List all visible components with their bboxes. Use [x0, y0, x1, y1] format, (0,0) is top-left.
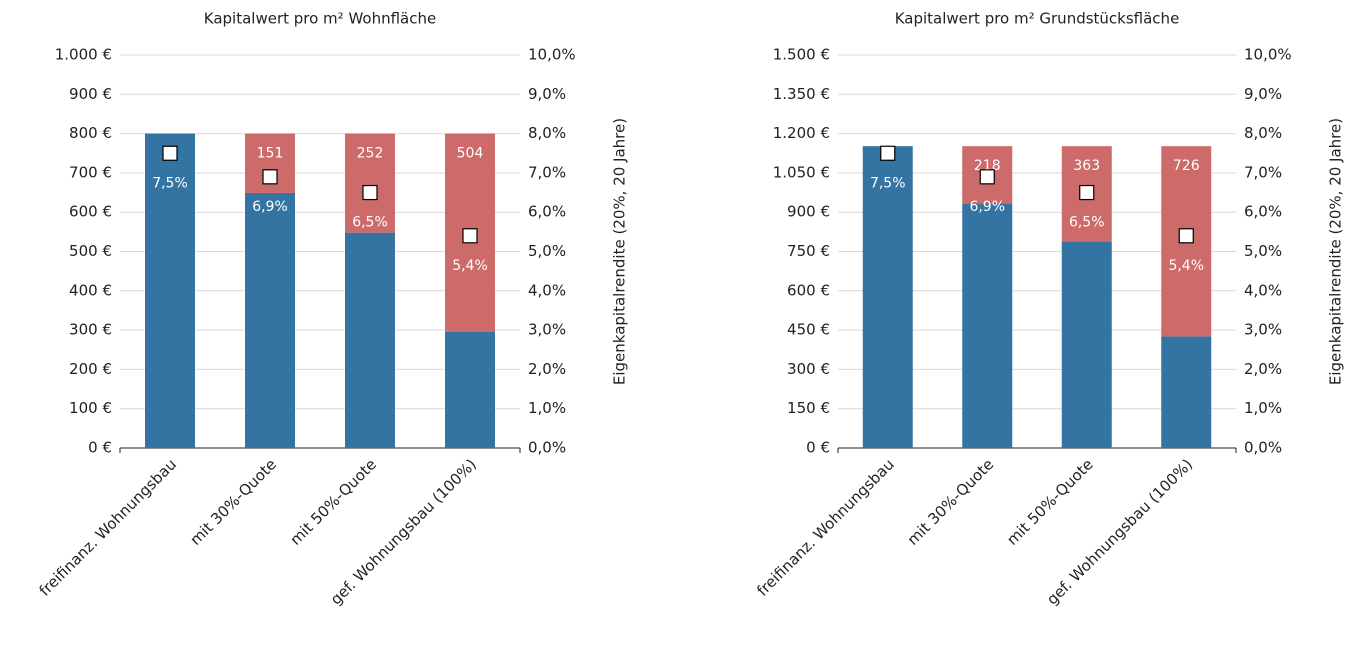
marker-label: 6,5%	[352, 215, 388, 231]
y-tick-label: 0 €	[88, 439, 112, 457]
y2-axis-label: Eigenkapitalrendite (20%, 20 Jahre)	[1327, 118, 1345, 385]
y2-tick-label: 5,0%	[1244, 242, 1282, 260]
y2-tick-label: 10,0%	[528, 46, 576, 64]
y2-tick-label: 2,0%	[528, 360, 566, 378]
marker	[979, 169, 995, 185]
y-tick-label: 900 €	[69, 85, 112, 103]
bar-segment	[245, 192, 295, 448]
y-tick-label: 200 €	[69, 360, 112, 378]
y2-tick-label: 7,0%	[528, 163, 566, 181]
y-tick-label: 400 €	[69, 281, 112, 299]
y2-tick-label: 8,0%	[1244, 124, 1282, 142]
bar-segment	[1161, 336, 1212, 448]
chart-title: Kapitalwert pro m² Grundstücksfläche	[895, 10, 1180, 28]
y2-tick-label: 3,0%	[528, 321, 566, 339]
y2-tick-label: 9,0%	[1244, 85, 1282, 103]
marker	[880, 145, 896, 161]
x-tick-label: mit 30%-Quote	[186, 455, 280, 549]
x-tick-label: mit 30%-Quote	[904, 455, 998, 549]
y-tick-label: 600 €	[787, 281, 830, 299]
x-tick-label: freifinanz. Wohnungsbau	[753, 455, 897, 599]
y-tick-label: 1.000 €	[55, 46, 112, 64]
y-tick-label: 700 €	[69, 163, 112, 181]
data-label: 504	[457, 146, 484, 162]
x-tick-label: freifinanz. Wohnungsbau	[36, 455, 180, 599]
y2-tick-label: 6,0%	[528, 203, 566, 221]
y2-tick-label: 4,0%	[528, 281, 566, 299]
bar-segment	[445, 331, 495, 448]
y-tick-label: 1.350 €	[773, 85, 830, 103]
y2-tick-label: 5,0%	[528, 242, 566, 260]
y-tick-label: 750 €	[787, 242, 830, 260]
marker	[462, 228, 478, 244]
y-tick-label: 300 €	[787, 360, 830, 378]
y-tick-label: 1.500 €	[773, 46, 830, 64]
y-tick-label: 500 €	[69, 242, 112, 260]
y2-tick-label: 9,0%	[528, 85, 566, 103]
y2-tick-label: 1,0%	[528, 399, 566, 417]
y2-tick-label: 4,0%	[1244, 281, 1282, 299]
marker-label: 7,5%	[152, 175, 188, 191]
marker-label: 7,5%	[870, 175, 906, 191]
y2-tick-label: 6,0%	[1244, 203, 1282, 221]
marker	[1178, 228, 1194, 244]
y-tick-label: 1.200 €	[773, 124, 830, 142]
y2-tick-label: 0,0%	[528, 439, 566, 457]
marker	[262, 169, 278, 185]
data-label: 151	[257, 146, 284, 162]
y2-tick-label: 0,0%	[1244, 439, 1282, 457]
data-label: 363	[1073, 158, 1100, 174]
bar-segment	[345, 232, 395, 448]
marker	[362, 184, 378, 201]
marker	[162, 145, 178, 161]
chart-title: Kapitalwert pro m² Wohnfläche	[204, 10, 436, 28]
bar-segment	[145, 133, 195, 448]
y2-tick-label: 10,0%	[1244, 46, 1292, 64]
marker-label: 6,9%	[252, 199, 288, 215]
bar-segment	[962, 203, 1013, 448]
marker-label: 5,4%	[452, 258, 488, 274]
y-tick-label: 800 €	[69, 124, 112, 142]
y2-tick-label: 8,0%	[528, 124, 566, 142]
data-label: 252	[357, 146, 384, 162]
y-tick-label: 1.050 €	[773, 163, 830, 181]
y-tick-label: 900 €	[787, 203, 830, 221]
y-tick-label: 0 €	[806, 439, 830, 457]
y-tick-label: 600 €	[69, 203, 112, 221]
bar-segment	[345, 133, 395, 233]
x-tick-label: mit 50%-Quote	[1003, 455, 1097, 549]
marker-label: 6,9%	[969, 199, 1005, 215]
marker	[1079, 184, 1095, 201]
y2-tick-label: 1,0%	[1244, 399, 1282, 417]
y2-tick-label: 2,0%	[1244, 360, 1282, 378]
marker-label: 6,5%	[1069, 215, 1105, 231]
y-tick-label: 100 €	[69, 399, 112, 417]
y-tick-label: 450 €	[787, 321, 830, 339]
y-tick-label: 300 €	[69, 321, 112, 339]
y-tick-label: 150 €	[787, 399, 830, 417]
bar-segment	[1061, 241, 1112, 448]
y2-axis-label: Eigenkapitalrendite (20%, 20 Jahre)	[611, 118, 629, 385]
x-tick-label: mit 50%-Quote	[286, 455, 380, 549]
marker-label: 5,4%	[1168, 258, 1204, 274]
bar-segment	[862, 146, 913, 448]
y2-tick-label: 3,0%	[1244, 321, 1282, 339]
y2-tick-label: 7,0%	[1244, 163, 1282, 181]
data-label: 726	[1173, 158, 1200, 174]
